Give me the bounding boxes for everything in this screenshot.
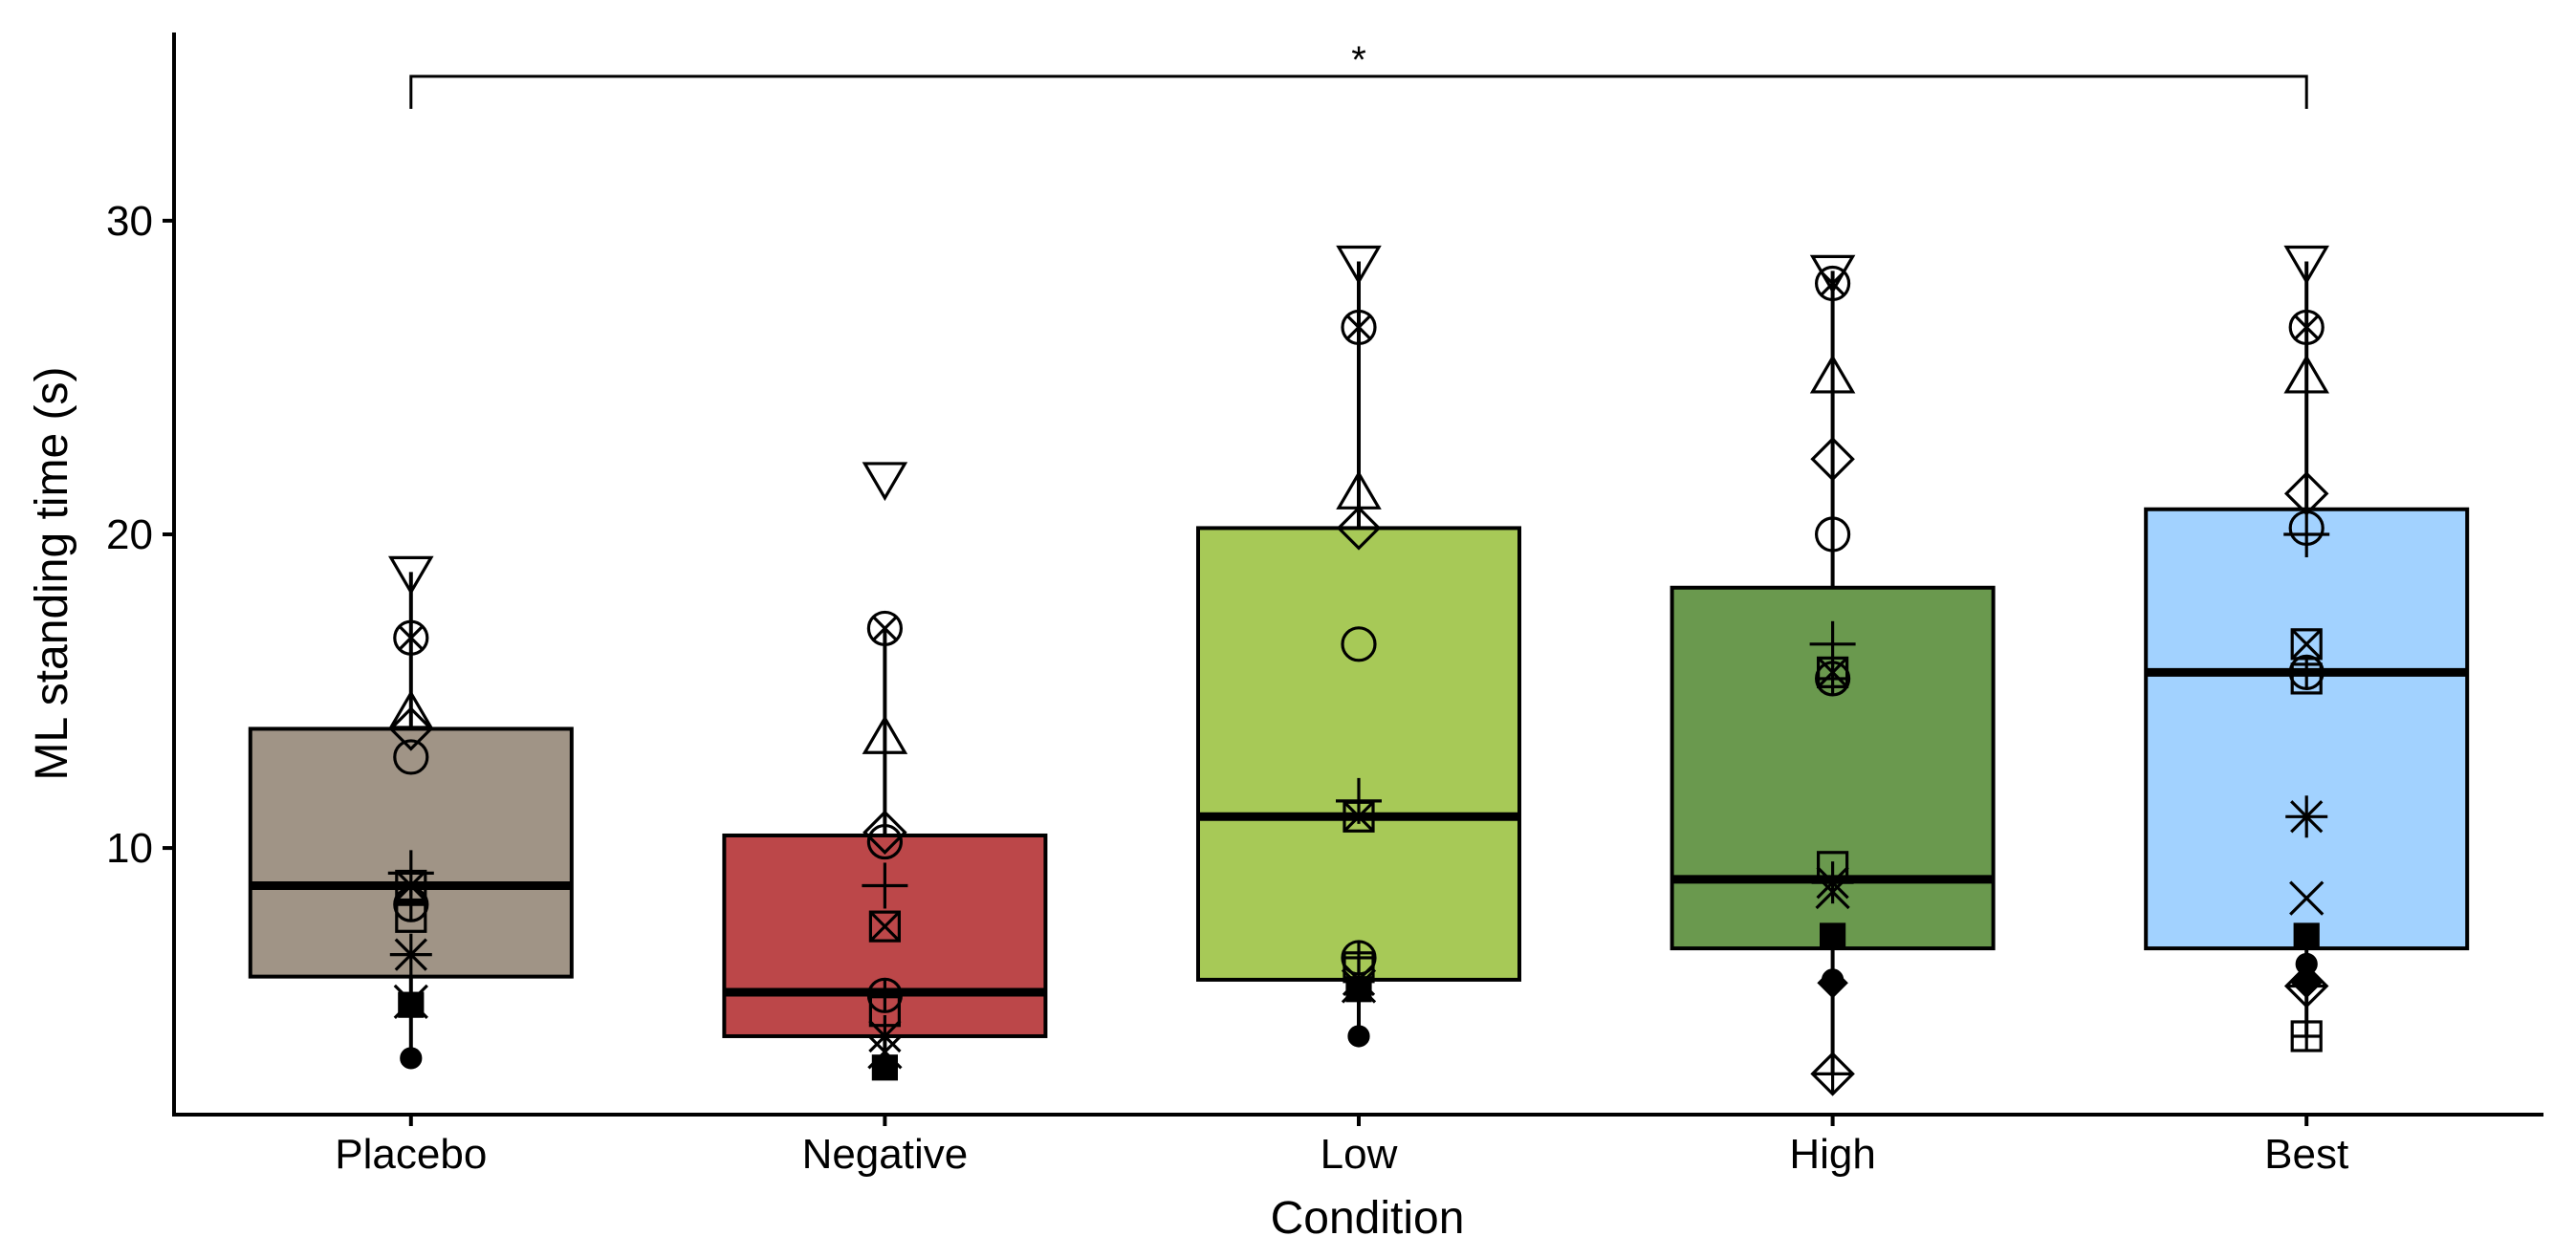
data-point-negative-6 <box>868 910 902 943</box>
points-layer <box>387 245 2330 1096</box>
x-tick-label-high: High <box>1789 1131 1876 1178</box>
data-point-low-11 <box>1345 976 1372 1003</box>
axes-layer: 10 20 30 Placebo Negative Low High Best <box>106 33 2543 1178</box>
data-point-best-11 <box>2293 922 2320 949</box>
data-point-high-3 <box>1810 436 1855 482</box>
data-point-low-4 <box>1341 626 1377 662</box>
data-point-best-1 <box>2288 309 2325 346</box>
data-point-placebo-0 <box>388 555 434 596</box>
data-point-negative-5 <box>862 862 908 909</box>
data-point-best-2 <box>2283 354 2329 394</box>
data-point-low-3 <box>1336 506 1382 551</box>
data-point-low-12 <box>1347 1025 1370 1048</box>
data-point-low-0 <box>1336 245 1382 285</box>
y-tick-label-30: 30 <box>106 198 153 245</box>
x-tick-label-low: Low <box>1321 1131 1398 1178</box>
data-point-placebo-1 <box>393 619 429 656</box>
x-tick-label-placebo: Placebo <box>335 1131 487 1178</box>
data-point-best-9 <box>2285 795 2328 838</box>
significance-bracket: * <box>409 39 2308 109</box>
data-point-placebo-3 <box>388 706 434 751</box>
data-point-best-14 <box>2283 964 2329 1009</box>
data-point-negative-2 <box>862 715 908 754</box>
data-point-high-7 <box>1814 661 1851 697</box>
data-point-best-8 <box>2290 662 2323 695</box>
data-point-best-0 <box>2283 245 2329 285</box>
x-tick-label-negative: Negative <box>802 1131 969 1178</box>
x-axis-title: Condition <box>1271 1193 1465 1244</box>
data-point-best-15 <box>2290 1020 2323 1052</box>
data-point-high-9 <box>1811 861 1854 904</box>
data-point-negative-11 <box>871 1054 899 1081</box>
data-point-negative-0 <box>862 462 908 502</box>
y-tick-label-20: 20 <box>106 511 153 558</box>
data-point-best-10 <box>2289 880 2325 916</box>
y-axis-title: ML standing time (s) <box>27 366 77 780</box>
data-point-high-13 <box>1817 966 1848 999</box>
data-point-placebo-9 <box>389 933 432 976</box>
data-point-placebo-8 <box>395 900 427 933</box>
data-point-high-14 <box>1810 1052 1855 1096</box>
significance-bracket-line <box>409 75 2308 109</box>
data-point-high-1 <box>1814 265 1851 302</box>
data-point-high-4 <box>1814 516 1851 553</box>
data-point-negative-3 <box>862 810 907 855</box>
data-point-placebo-2 <box>388 689 434 729</box>
data-point-placebo-4 <box>393 739 429 775</box>
data-point-placebo-7 <box>393 886 429 922</box>
data-point-negative-1 <box>866 610 904 647</box>
significance-label: * <box>1351 39 1366 81</box>
data-point-low-1 <box>1341 309 1377 346</box>
data-point-negative-4 <box>866 823 904 860</box>
data-point-placebo-12 <box>400 1047 423 1070</box>
data-point-high-2 <box>1809 354 1856 394</box>
data-point-low-6 <box>1343 800 1375 833</box>
box-best <box>2144 507 2470 951</box>
data-point-best-7 <box>2288 654 2325 690</box>
data-point-placebo-11 <box>398 991 425 1018</box>
data-point-high-11 <box>1819 922 1846 949</box>
box-low <box>1196 526 1521 982</box>
x-tick-label-best: Best <box>2264 1131 2348 1178</box>
data-point-high-10 <box>1815 874 1850 910</box>
data-point-best-5 <box>2283 510 2330 557</box>
y-tick-label-10: 10 <box>106 825 153 872</box>
